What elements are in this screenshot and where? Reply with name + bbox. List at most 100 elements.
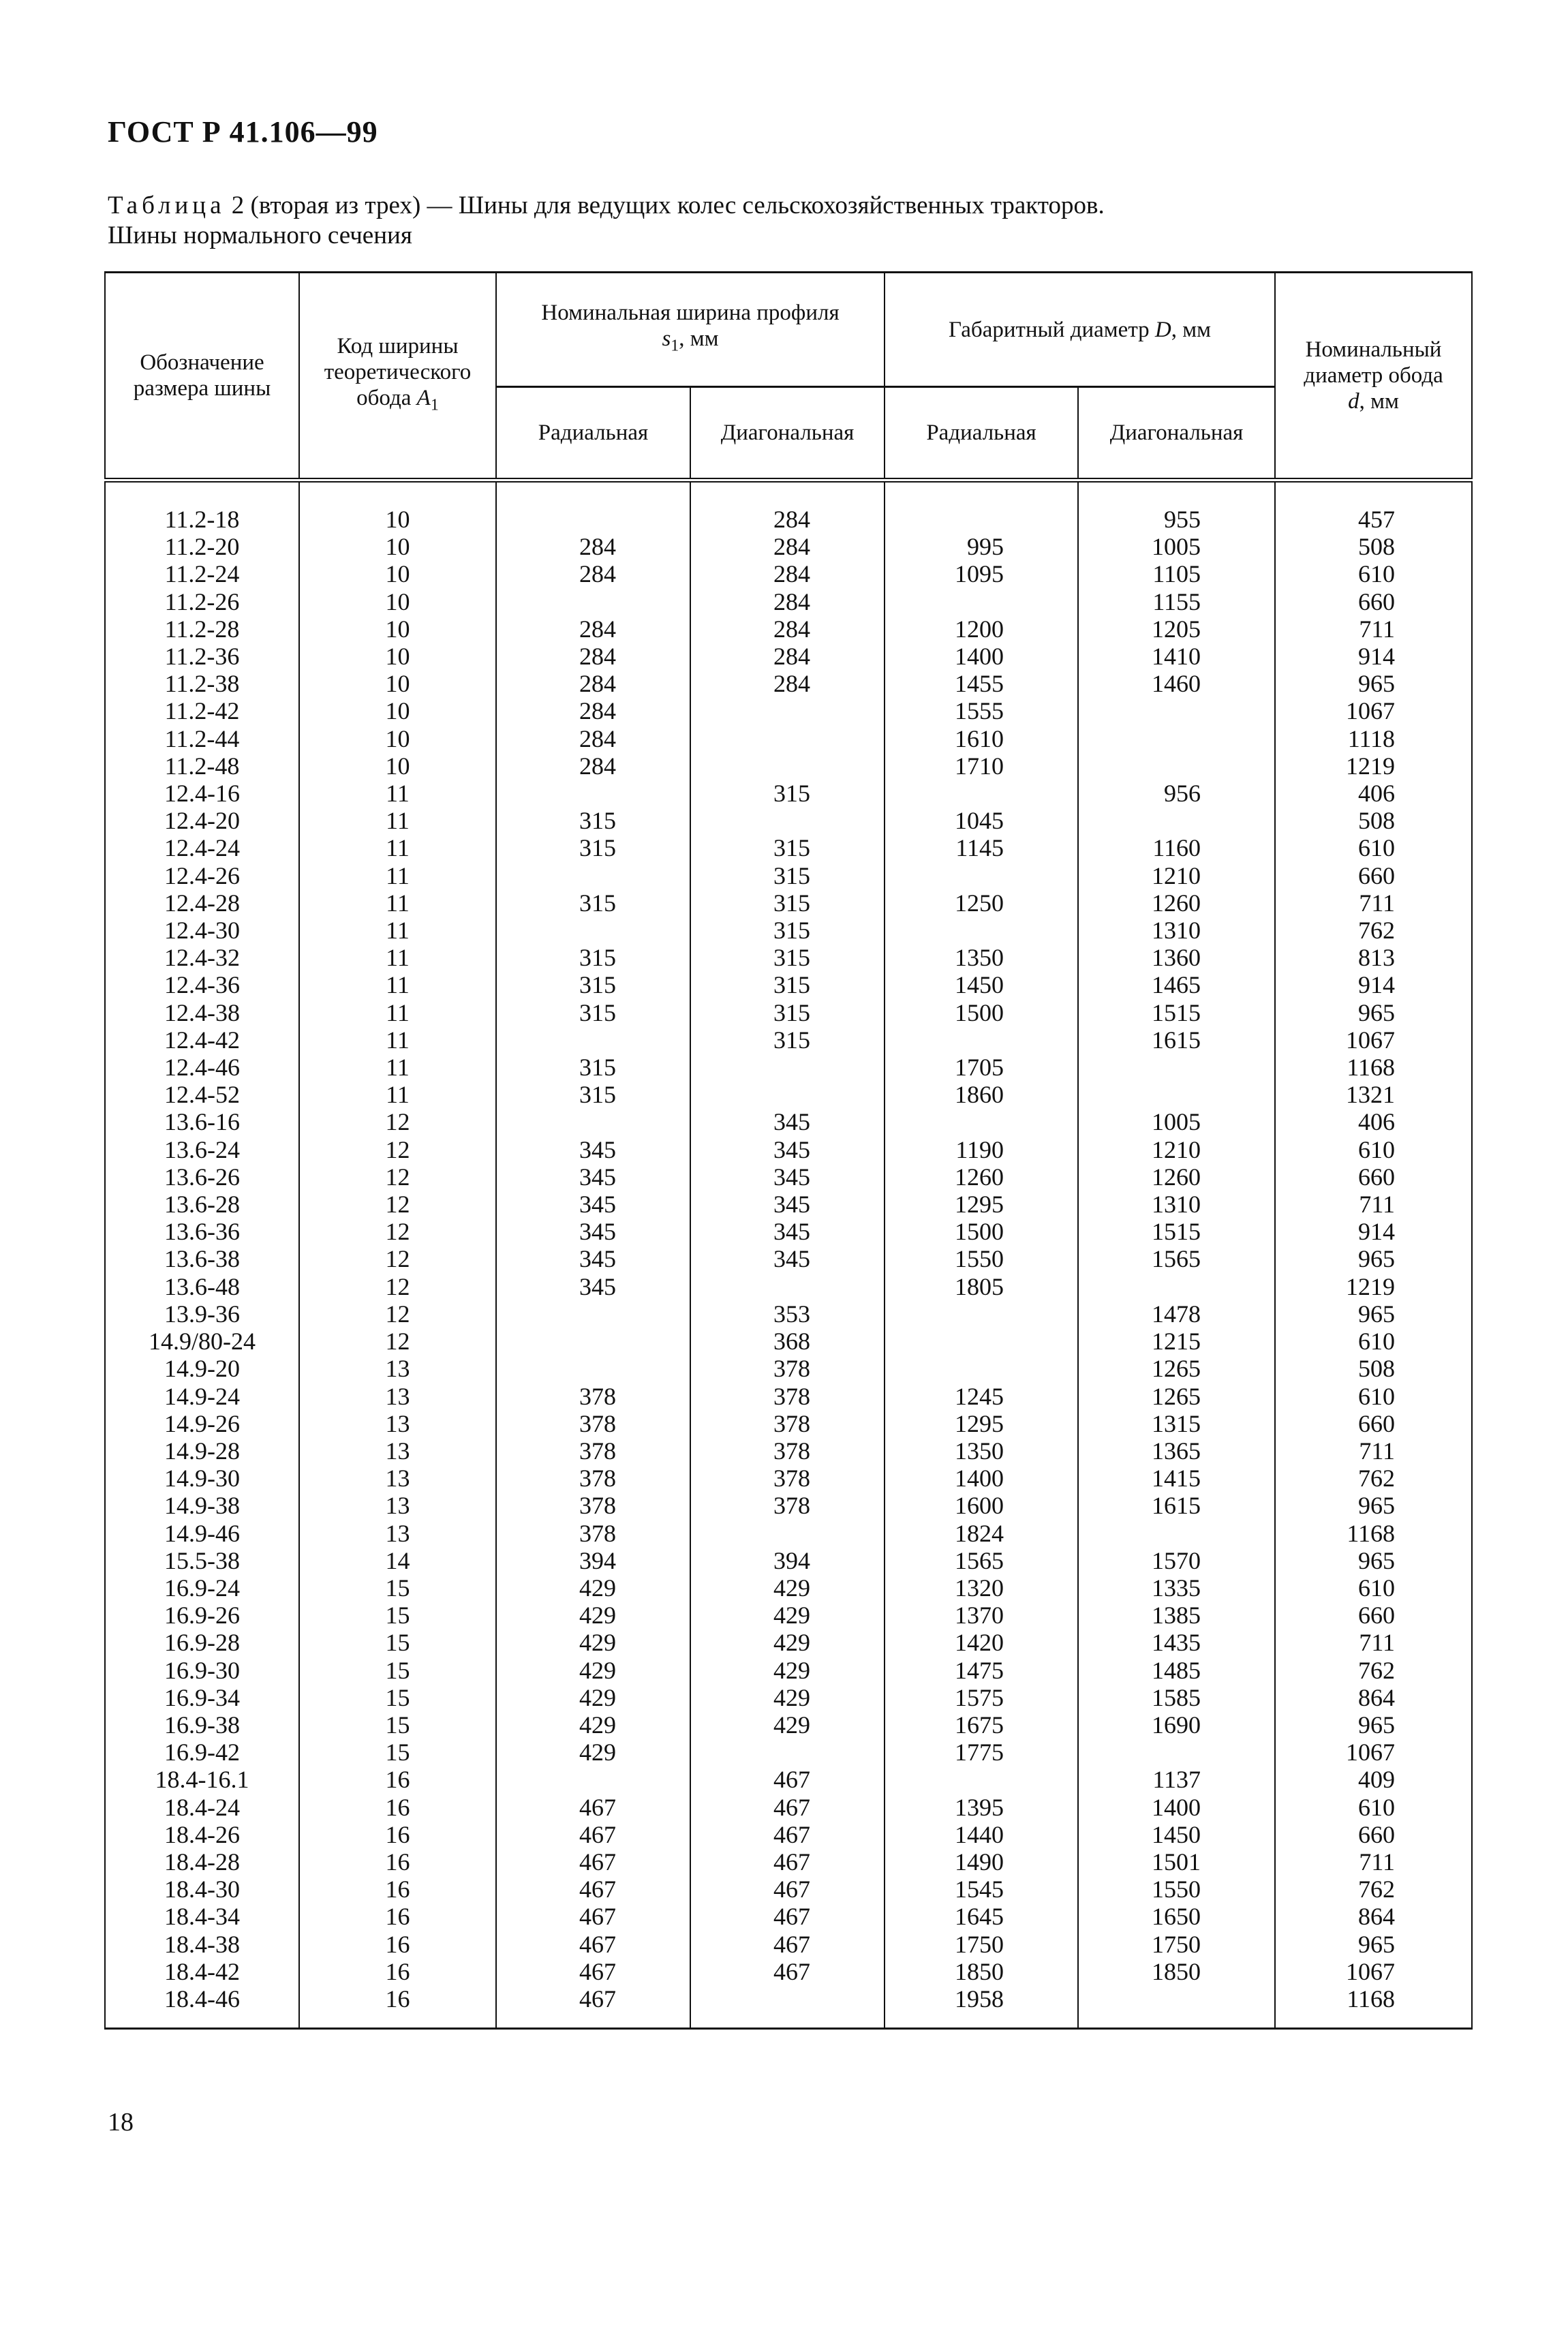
- table-cell: 16: [298, 1848, 497, 1876]
- header-rim-diameter: Номинальный диаметр обода d, мм: [1274, 271, 1473, 480]
- table-cell: 315: [689, 944, 886, 972]
- table-cell: 1400: [884, 643, 1079, 671]
- table-row: 12.4-16 11 315 956 406: [104, 780, 1473, 808]
- table-cell: [884, 917, 1079, 945]
- table-cell: 12: [298, 1135, 497, 1163]
- table-cell: [1077, 752, 1276, 780]
- table-cell: 1455: [884, 670, 1079, 698]
- table-cell: 11: [298, 834, 497, 862]
- table-cell: 1478: [1077, 1300, 1276, 1328]
- table-cell: 1260: [884, 1163, 1079, 1191]
- table-cell: 1610: [884, 724, 1079, 752]
- table-cell: 1310: [1077, 1191, 1276, 1219]
- table-cell: 1440: [884, 1820, 1079, 1848]
- table-cell: 1775: [884, 1739, 1079, 1766]
- table-cell: [689, 1985, 886, 2029]
- table-cell: 284: [689, 533, 886, 561]
- table-cell: 1475: [884, 1656, 1079, 1684]
- table-cell: 467: [495, 1957, 691, 1985]
- table-cell: 13.6-24: [104, 1135, 300, 1163]
- table-cell: 429: [689, 1683, 886, 1711]
- table-cell: 13.6-36: [104, 1218, 300, 1246]
- table-cell: 965: [1274, 998, 1473, 1026]
- table-cell: 429: [495, 1683, 691, 1711]
- table-cell: 1565: [1077, 1245, 1276, 1273]
- table-row: 16.9-26 15 429 429 1370 1385 660: [104, 1602, 1473, 1629]
- table-cell: [1077, 807, 1276, 835]
- table-row: 15.5-38 14 394 394 1565 1570 965: [104, 1546, 1473, 1574]
- table-cell: 508: [1274, 533, 1473, 561]
- table-cell: 508: [1274, 1355, 1473, 1383]
- table-cell: 12.4-16: [104, 780, 300, 808]
- table-cell: 1215: [1077, 1328, 1276, 1356]
- table-cell: [689, 697, 886, 725]
- table-row: 18.4-28 16 467 467 1490 1501 711: [104, 1848, 1473, 1876]
- table-cell: 1260: [1077, 889, 1276, 917]
- table-cell: 1335: [1077, 1574, 1276, 1602]
- table-cell: 315: [689, 1026, 886, 1054]
- table-cell: 13: [298, 1492, 497, 1520]
- table-cell: 1360: [1077, 944, 1276, 972]
- table-cell: 18.4-24: [104, 1793, 300, 1821]
- table-cell: 10: [298, 615, 497, 643]
- table-cell: [495, 917, 691, 945]
- table-cell: 1615: [1077, 1026, 1276, 1054]
- table-cell: 378: [495, 1519, 691, 1547]
- table-cell: 1615: [1077, 1492, 1276, 1520]
- table-cell: 1420: [884, 1629, 1079, 1657]
- header-width: Номинальная ширина профиля s1, мм: [495, 271, 886, 387]
- table-cell: 378: [689, 1492, 886, 1520]
- table-cell: 1067: [1274, 1026, 1473, 1054]
- table-cell: 378: [689, 1465, 886, 1493]
- table-cell: 711: [1274, 889, 1473, 917]
- table-cell: 13.6-16: [104, 1108, 300, 1136]
- header-designation: Обозначение размера шины: [104, 271, 300, 480]
- table-cell: 16.9-24: [104, 1574, 300, 1602]
- table-cell: 965: [1274, 1492, 1473, 1520]
- table-cell: 1565: [884, 1546, 1079, 1574]
- table-cell: 429: [495, 1739, 691, 1766]
- table-cell: 1095: [884, 560, 1079, 588]
- table-cell: 610: [1274, 1793, 1473, 1821]
- table-cell: 1005: [1077, 1108, 1276, 1136]
- table-cell: 315: [689, 780, 886, 808]
- table-row: 13.6-48 12 345 1805 1219: [104, 1272, 1473, 1300]
- table-cell: 11.2-28: [104, 615, 300, 643]
- table-cell: 429: [495, 1574, 691, 1602]
- table-cell: 13.6-26: [104, 1163, 300, 1191]
- table-cell: 1155: [1077, 587, 1276, 615]
- table-cell: 1395: [884, 1793, 1079, 1821]
- table-row: 12.4-20 11 315 1045 508: [104, 807, 1473, 835]
- table-cell: 711: [1274, 1191, 1473, 1219]
- table-cell: 429: [689, 1574, 886, 1602]
- table-cell: 467: [689, 1820, 886, 1848]
- table-cell: [495, 780, 691, 808]
- table-cell: 660: [1274, 587, 1473, 615]
- table-cell: [495, 1300, 691, 1328]
- table-cell: 315: [495, 998, 691, 1026]
- table-cell: 12.4-26: [104, 861, 300, 889]
- table-cell: 1310: [1077, 917, 1276, 945]
- table-cell: 284: [495, 752, 691, 780]
- table-cell: 284: [495, 697, 691, 725]
- table-cell: 1145: [884, 834, 1079, 862]
- table-cell: 11: [298, 1081, 497, 1109]
- table-cell: 11: [298, 861, 497, 889]
- table-cell: 508: [1274, 807, 1473, 835]
- header-width-radial: Радиальная: [495, 386, 691, 480]
- table-cell: 1400: [1077, 1793, 1276, 1821]
- table-row: 13.6-38 12 345 345 1550 1565 965: [104, 1245, 1473, 1273]
- table-row: 16.9-42 15 429 1775 1067: [104, 1739, 1473, 1766]
- table-cell: [689, 1739, 886, 1766]
- table-cell: 315: [495, 944, 691, 972]
- caption-line2: Шины нормального сечения: [108, 221, 412, 249]
- table-cell: [689, 1519, 886, 1547]
- table-cell: 16.9-42: [104, 1739, 300, 1766]
- table-row: 13.6-36 12 345 345 1500 1515 914: [104, 1218, 1473, 1246]
- table-cell: 1365: [1077, 1437, 1276, 1465]
- table-cell: 16: [298, 1985, 497, 2029]
- table-cell: 1168: [1274, 1519, 1473, 1547]
- table-cell: 467: [689, 1876, 886, 1903]
- table-cell: 457: [1274, 480, 1473, 534]
- table-row: 13.6-24 12 345 345 1190 1210 610: [104, 1135, 1473, 1163]
